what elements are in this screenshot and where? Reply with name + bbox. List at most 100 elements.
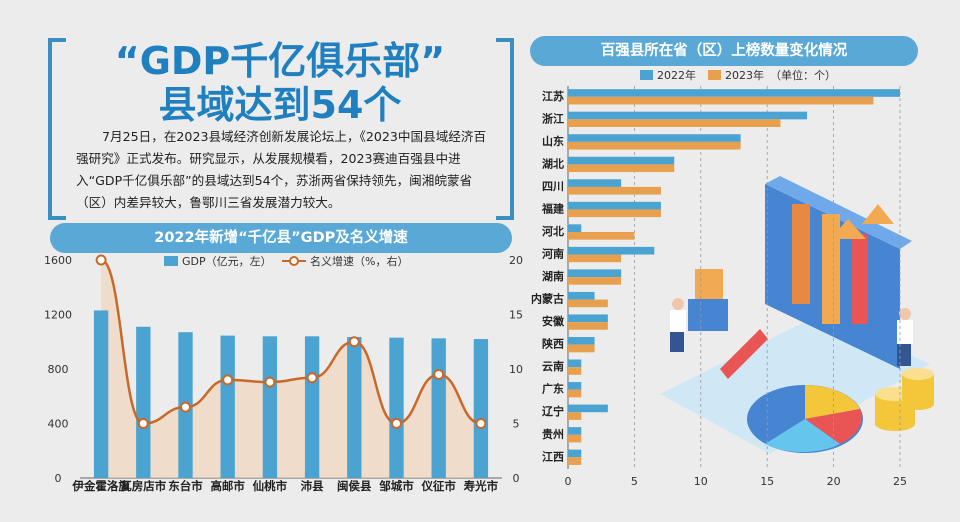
bar-2022 bbox=[568, 156, 675, 165]
legend-marker-growth bbox=[289, 256, 299, 266]
y-left-tick-label: 0 bbox=[55, 472, 62, 485]
province-label: 湖南 bbox=[542, 269, 564, 283]
growth-point bbox=[95, 254, 107, 266]
province-label: 陕西 bbox=[542, 337, 564, 351]
x-tick-label: 25 bbox=[893, 475, 907, 488]
province-chart-legend: 2022年 2023年 （单位：个） bbox=[640, 68, 836, 82]
growth-area-fill bbox=[101, 260, 481, 478]
x-category-label: 东台市 bbox=[168, 479, 203, 493]
growth-point bbox=[391, 418, 402, 429]
gdp-chart-legend: GDP（亿元，左） 名义增速（%，右） bbox=[164, 254, 408, 268]
legend-unit-note: （单位：个） bbox=[770, 68, 836, 82]
gdp-chart: GDP（亿元，左） 名义增速（%，右） 0 400 800 1200 1600 0 5 10 1… bbox=[44, 254, 523, 493]
gdp-bar bbox=[389, 337, 404, 478]
province-label: 江西 bbox=[542, 449, 564, 463]
x-category-label: 伊金霍洛旗 bbox=[71, 479, 130, 493]
bar-2022 bbox=[568, 314, 608, 323]
gdp-bar bbox=[93, 310, 109, 478]
y-right-tick-label: 15 bbox=[509, 309, 523, 322]
left-bracket bbox=[48, 38, 66, 220]
legend-label-2022: 2022年 bbox=[657, 68, 696, 82]
y-left-tick-label: 1600 bbox=[44, 254, 72, 267]
growth-point bbox=[137, 418, 149, 429]
growth-point bbox=[475, 418, 487, 429]
province-label: 浙江 bbox=[542, 111, 564, 125]
province-label: 河南 bbox=[542, 247, 564, 261]
province-label: 安徽 bbox=[542, 314, 565, 328]
y-right-tick-label: 20 bbox=[509, 254, 523, 267]
province-label: 广东 bbox=[542, 382, 564, 396]
legend-label-gdp: GDP（亿元，左） bbox=[182, 255, 272, 268]
y-left-tick-label: 400 bbox=[48, 418, 69, 431]
province-label: 云南 bbox=[542, 359, 564, 373]
bar-2023 bbox=[568, 141, 741, 150]
bar-2022 bbox=[568, 179, 622, 187]
x-category-label: 邹城市 bbox=[378, 479, 414, 493]
lead-paragraph: 7月25日，在2023县域经济创新发展论坛上，《2023中国县域经济百强研究》正… bbox=[76, 129, 487, 210]
province-label: 贵州 bbox=[542, 427, 564, 441]
x-tick-label: 20 bbox=[827, 475, 841, 488]
bar-2022 bbox=[568, 382, 582, 390]
province-label: 四川 bbox=[542, 180, 564, 193]
province-label: 湖北 bbox=[542, 156, 564, 170]
x-category-label: 沛县 bbox=[301, 479, 324, 493]
gdp-bar bbox=[220, 335, 235, 478]
bar-2023 bbox=[568, 96, 874, 105]
legend-label-growth: 名义增速（%，右） bbox=[310, 254, 408, 268]
headline-line1: “GDP千亿俱乐部” bbox=[114, 39, 446, 83]
y-left-tick-label: 1200 bbox=[44, 309, 72, 322]
x-category-label: 闽侯县 bbox=[337, 479, 372, 493]
gdp-bar bbox=[473, 339, 489, 478]
growth-point bbox=[306, 372, 318, 384]
bar-2023 bbox=[568, 277, 622, 285]
x-tick-label: 5 bbox=[631, 475, 638, 488]
bar-2023 bbox=[568, 322, 608, 330]
growth-point bbox=[264, 376, 276, 388]
bar-2022 bbox=[568, 449, 582, 458]
bar-2022 bbox=[568, 336, 595, 345]
province-label: 辽宁 bbox=[542, 404, 564, 418]
x-category-label: 仪征市 bbox=[420, 479, 456, 493]
right-chart-title: 百强县所在省（区）上榜数量变化情况 bbox=[530, 36, 918, 66]
left-chart-title: 2022年新增“千亿县”GDP及名义增速 bbox=[50, 223, 512, 253]
bar-2023 bbox=[568, 457, 582, 465]
bar-2023 bbox=[568, 389, 582, 398]
gdp-bar bbox=[262, 336, 278, 478]
growth-point bbox=[348, 336, 360, 348]
bar-2022 bbox=[568, 246, 655, 255]
y-left-tick-label: 800 bbox=[48, 363, 69, 376]
bar-2022 bbox=[568, 427, 582, 435]
bar-2022 bbox=[568, 359, 582, 368]
bar-2023 bbox=[568, 434, 582, 443]
province-label: 福建 bbox=[541, 201, 565, 215]
headline-line2: 县域达到54个 bbox=[158, 83, 402, 127]
bar-2023 bbox=[568, 164, 675, 173]
x-tick-label: 10 bbox=[694, 475, 708, 488]
gdp-bar bbox=[431, 338, 446, 478]
bar-2023 bbox=[568, 299, 608, 308]
x-category-label: 高邮市 bbox=[210, 479, 245, 493]
legend-swatch-gdp bbox=[164, 256, 178, 266]
x-category-label: 寿光市 bbox=[464, 479, 499, 493]
bar-2022 bbox=[568, 201, 661, 210]
bar-2023 bbox=[568, 231, 635, 240]
province-plot-area: 0 5 10 15 20 25 江苏浙江山东湖北四川福建河北河南湖南内蒙古安徽陕西云南广东辽… bbox=[531, 86, 907, 488]
bar-2022 bbox=[568, 134, 741, 142]
bar-2023 bbox=[568, 119, 781, 128]
province-label: 江苏 bbox=[542, 89, 564, 103]
decorative-illustration bbox=[660, 176, 934, 454]
gdp-bar bbox=[347, 336, 362, 478]
bar-2023 bbox=[568, 412, 582, 420]
legend-label-2023: 2023年 bbox=[725, 68, 764, 82]
bar-2022 bbox=[568, 404, 608, 413]
gdp-bar bbox=[136, 326, 151, 478]
right-bracket bbox=[496, 38, 514, 220]
x-category-label: 仙桃市 bbox=[253, 479, 288, 493]
y-right-tick-label: 5 bbox=[513, 418, 520, 431]
bar-2022 bbox=[568, 269, 622, 278]
bar-2023 bbox=[568, 254, 622, 263]
bar-2023 bbox=[568, 209, 661, 218]
y-right-tick-label: 0 bbox=[513, 472, 520, 485]
